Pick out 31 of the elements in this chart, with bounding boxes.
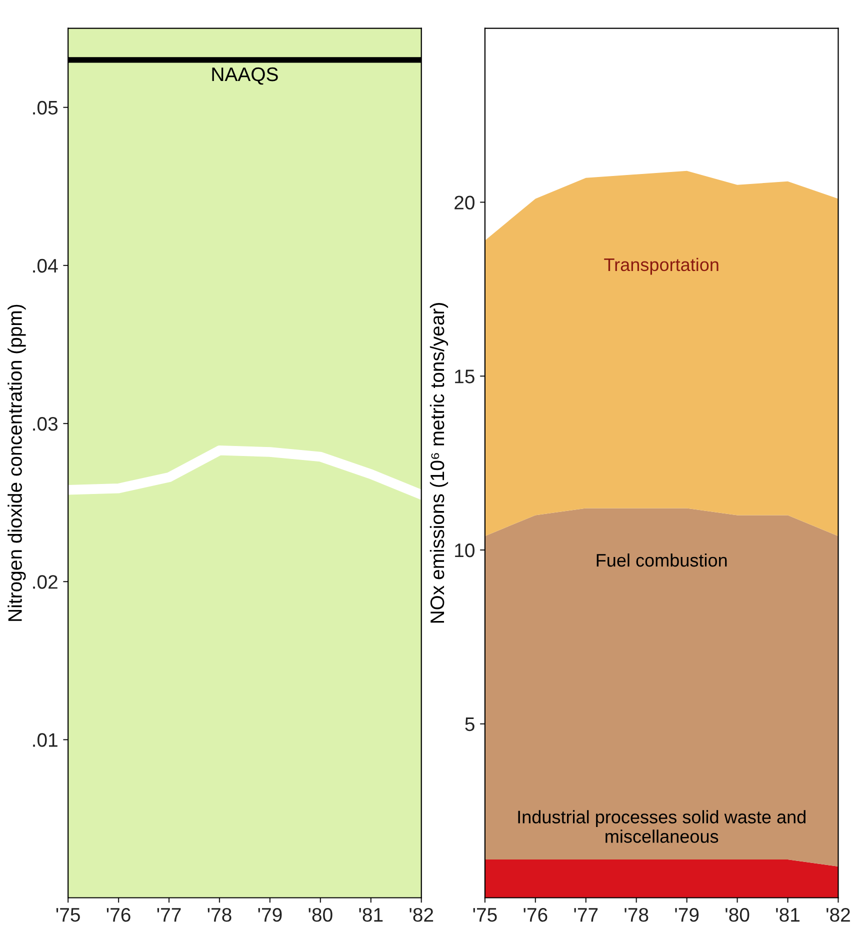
x-tick-label: '82 [826,908,850,922]
x-tick-label: '82 [410,908,434,922]
x-tick-label: '79 [675,908,699,922]
x-tick-label: '75 [473,908,497,922]
y-tick-label: .04 [33,258,58,273]
x-tick-label: '79 [258,908,282,922]
x-tick-label: '80 [726,908,750,922]
y-tick-label: .01 [33,733,58,747]
series-label: Transportation [604,258,718,275]
series-label: Fuel combustion [596,553,727,567]
x-tick-label: '77 [574,908,598,922]
y-tick-label: 10 [455,543,474,558]
x-tick-label: '81 [359,908,383,922]
y-axis-title: Nitrogen dioxide concentration (ppm) [8,304,26,621]
x-tick-label: '78 [624,908,648,922]
x-tick-label: '81 [776,908,800,922]
x-tick-label: '76 [106,908,130,922]
x-tick-label: '75 [56,908,80,922]
y-tick-label: .03 [33,417,58,431]
ref-line-label: NAAQS [212,67,278,85]
x-tick-label: '80 [308,908,332,922]
series-label: Industrial processes solid waste and miscellaneous [518,810,806,843]
y-tick-label: 20 [454,196,474,210]
y-tick-label: 5 [465,718,474,732]
y-axis-title: NOx emissions (10⁶ metric tons/year) [430,303,448,623]
y-tick-label: .02 [33,575,58,589]
x-tick-label: '76 [524,908,548,922]
y-tick-label: .05 [33,100,58,115]
x-tick-label: '78 [208,908,232,922]
y-tick-label: 15 [455,370,474,384]
x-tick-label: '77 [157,908,181,922]
